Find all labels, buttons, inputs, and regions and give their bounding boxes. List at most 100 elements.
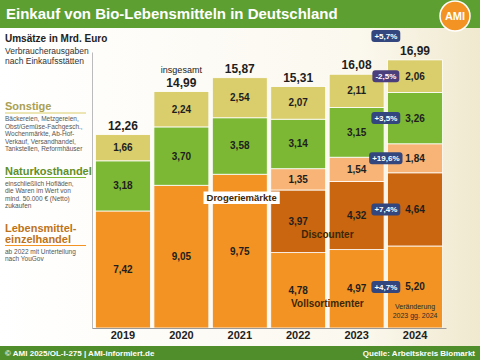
- chart-root: Einkauf von Bio-Lebensmitteln in Deutsch…: [0, 0, 480, 360]
- bar-segment: [154, 92, 209, 127]
- x-tick: 2022: [286, 329, 310, 341]
- x-tick: 2021: [228, 329, 252, 341]
- legend-description: Verkauf, Versandhandel,: [5, 138, 76, 145]
- legend-description: nach YouGov: [5, 255, 44, 262]
- bar-segment: [154, 185, 209, 328]
- data-label: 2,24: [172, 104, 192, 115]
- change-badge: [371, 203, 400, 215]
- legend-description: zukaufen: [5, 202, 32, 209]
- x-tick-label: 2019: [111, 329, 135, 341]
- subtitle: Umsätze in Mrd. Euro: [5, 33, 107, 44]
- change-label: +4,7%: [374, 283, 397, 292]
- total-label: 16,99: [400, 44, 430, 58]
- series-5: [96, 60, 443, 161]
- background: [0, 0, 480, 360]
- x-tick-label: 2021: [228, 329, 252, 341]
- data-label: 1,54: [347, 164, 367, 175]
- change-label: +7,4%: [374, 205, 397, 214]
- total-label: 12,26: [108, 119, 138, 133]
- series-1: [271, 246, 443, 328]
- bar-segment: [96, 211, 151, 328]
- data-label: 4,32: [347, 210, 367, 221]
- change-badge: [369, 152, 402, 164]
- change-badge: [371, 30, 400, 42]
- data-label: 5,20: [405, 281, 425, 292]
- data-label: 7,42: [113, 264, 133, 275]
- data-label: 4,78: [288, 285, 308, 296]
- total-label: 15,87: [225, 62, 255, 76]
- legend-title: Sonstige: [5, 100, 51, 112]
- bar-segment: [154, 127, 209, 185]
- x-axis: 2019 2020 2021 2022 2023 2024: [93, 329, 447, 341]
- labels: 7,429,059,754,784,975,203,974,324,641,35…: [108, 30, 438, 319]
- chart-svg: Einkauf von Bio-Lebensmitteln in Deutsch…: [0, 0, 480, 360]
- bar-segment: [271, 253, 326, 328]
- source: Quelle: Arbeitskreis Biomarkt: [363, 349, 476, 358]
- change-badge: [372, 70, 399, 82]
- bar-segment: [271, 169, 326, 190]
- series-label: Vollsortimenter: [291, 298, 364, 309]
- x-tick-label: 2024: [403, 329, 428, 341]
- x-axis-line: [93, 328, 447, 329]
- data-label: 2,54: [230, 92, 250, 103]
- legend-underline: [5, 112, 86, 113]
- legend-title: Naturkosthandel: [5, 165, 92, 177]
- change-note: Veränderung: [395, 303, 435, 311]
- total-label: 14,99: [166, 76, 196, 90]
- x-tick-label: 2023: [344, 329, 368, 341]
- legend-underline: [5, 245, 86, 246]
- data-label: 1,35: [288, 174, 308, 185]
- legend-description: die Waren im Wert von: [5, 187, 71, 194]
- y-axis: [92, 53, 93, 329]
- change-badge: [371, 112, 400, 124]
- data-label: 3,97: [288, 216, 308, 227]
- subtitle-line: Verbraucherausgaben: [5, 46, 89, 56]
- bar-segment: [212, 78, 267, 118]
- x-tick: 2023: [344, 329, 368, 341]
- legend-title: Lebensmittel-einzelhandel: [5, 222, 77, 245]
- change-label: +5,7%: [374, 32, 397, 41]
- subtitle-line: nach Einkaufsstätten: [5, 56, 84, 66]
- data-label: 4,64: [405, 204, 425, 215]
- change-note: 2023 gg. 2024: [393, 312, 438, 320]
- change-badge: [371, 281, 400, 293]
- bar-segment: [96, 161, 151, 211]
- x-tick: 2019: [111, 329, 135, 341]
- total-caption: insgesamt: [161, 65, 203, 75]
- bars: [96, 60, 443, 328]
- x-tick: 2024: [403, 329, 428, 341]
- data-label: 3,14: [288, 138, 308, 149]
- title: Einkauf von Bio-Lebensmitteln in Deutsch…: [6, 5, 338, 22]
- legend-description: einschließlich Hofläden,: [5, 180, 74, 187]
- data-label: 3,15: [347, 127, 367, 138]
- footer-band: [0, 346, 480, 360]
- logo-text: AMI: [445, 10, 465, 22]
- data-label: 2,06: [405, 71, 425, 82]
- title-band: [0, 0, 480, 28]
- logo-circle: [440, 1, 470, 31]
- data-label: 1,66: [113, 142, 133, 153]
- y-axis-line: [92, 53, 93, 329]
- series-4: [96, 92, 443, 211]
- bar-segment: [271, 119, 326, 169]
- legend-description: Tankstellen, Reformhäuser: [5, 145, 83, 152]
- change-label: -2,5%: [375, 72, 396, 81]
- series-label: Discounter: [301, 229, 353, 240]
- bar-segment: [96, 135, 151, 161]
- series-label: Drogeriemärkte: [207, 192, 277, 203]
- bar-segment: [212, 118, 267, 174]
- data-label: 3,26: [405, 113, 425, 124]
- legend-underline: [5, 177, 86, 178]
- data-label: 3,18: [113, 180, 133, 191]
- series-2: [271, 173, 443, 253]
- x-tick: 2020: [169, 329, 193, 341]
- total-label: 16,08: [342, 58, 372, 72]
- bar-segment: [271, 87, 326, 120]
- data-label: 9,75: [230, 246, 250, 257]
- data-label: 3,58: [230, 140, 250, 151]
- footer: © AMI 2025/OL-I-275 | AMI-informiert.de: [5, 349, 155, 358]
- change-label: +19,6%: [372, 154, 399, 163]
- data-label: 2,07: [288, 97, 308, 108]
- total-label: 15,31: [283, 71, 313, 85]
- x-tick-label: 2022: [286, 329, 310, 341]
